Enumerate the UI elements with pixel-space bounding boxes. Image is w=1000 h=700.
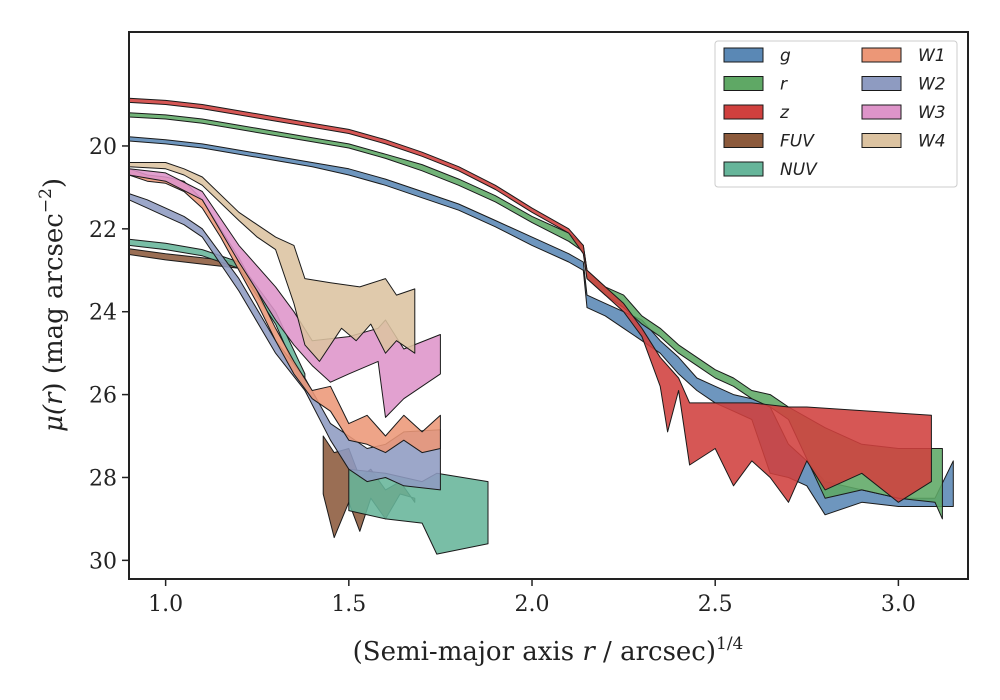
legend-label: W3 xyxy=(918,103,946,123)
band-r-9 xyxy=(128,112,943,520)
legend-label: W4 xyxy=(918,132,946,152)
y-tick-label: 30 xyxy=(89,549,117,574)
band-w2-4 xyxy=(128,193,441,491)
legend-swatch xyxy=(861,104,902,120)
legend-swatch xyxy=(723,161,764,177)
legend-item-r: r xyxy=(723,75,788,95)
x-axis-title: (Semi-major axis r / arcsec)1/4 xyxy=(353,634,744,667)
band-w3-6 xyxy=(128,168,441,418)
x-tick-label: 2.0 xyxy=(515,592,550,617)
legend: grz FUV NUV W1 W2 W3 W4 xyxy=(714,40,958,188)
legend-label: W2 xyxy=(918,75,946,95)
legend-item-z: z xyxy=(723,103,790,123)
band-layer xyxy=(128,97,954,555)
x-tick-label: 2.5 xyxy=(698,592,733,617)
band-w4-7 xyxy=(128,162,416,362)
legend-swatch xyxy=(723,133,764,148)
y-tick-label: 28 xyxy=(89,466,117,491)
legend-label: g xyxy=(780,46,791,66)
legend-item-w4: W4 xyxy=(861,132,946,152)
legend-label: NUV xyxy=(780,160,818,180)
legend-label: W1 xyxy=(918,46,946,66)
y-axis: 20 22 24 26 28 30 xyxy=(89,135,129,574)
legend-swatch xyxy=(723,76,764,91)
x-tick-label: 1.5 xyxy=(331,592,366,617)
legend-item-w2: W2 xyxy=(861,75,946,95)
legend-item-w1: W1 xyxy=(861,46,946,66)
y-tick-label: 26 xyxy=(89,384,117,409)
legend-swatch xyxy=(861,47,902,63)
legend-swatch xyxy=(723,47,764,63)
legend-swatch xyxy=(861,76,902,91)
legend-item-w3: W3 xyxy=(861,103,946,123)
x-tick-label: 3.0 xyxy=(881,592,916,617)
legend-item-fuv: FUV xyxy=(723,132,815,152)
legend-item-nuv: NUV xyxy=(723,160,818,180)
x-axis: 1.0 1.5 2.0 2.5 3.0 xyxy=(148,579,916,617)
y-tick-label: 24 xyxy=(89,301,117,326)
legend-label: r xyxy=(780,75,788,95)
y-tick-label: 20 xyxy=(89,135,117,160)
plot-frame xyxy=(128,31,969,580)
legend-item-g: g xyxy=(723,46,791,66)
band-z-10 xyxy=(128,97,932,503)
legend-swatch xyxy=(723,104,764,120)
legend-swatch xyxy=(861,133,902,148)
legend-label: z xyxy=(779,103,790,123)
y-axis-title: μ(r) (mag arcsec−2) xyxy=(36,178,69,432)
band-g-8 xyxy=(128,136,954,516)
x-tick-label: 1.0 xyxy=(148,592,183,617)
y-tick-label: 22 xyxy=(89,218,117,243)
legend-label: FUV xyxy=(780,132,815,152)
